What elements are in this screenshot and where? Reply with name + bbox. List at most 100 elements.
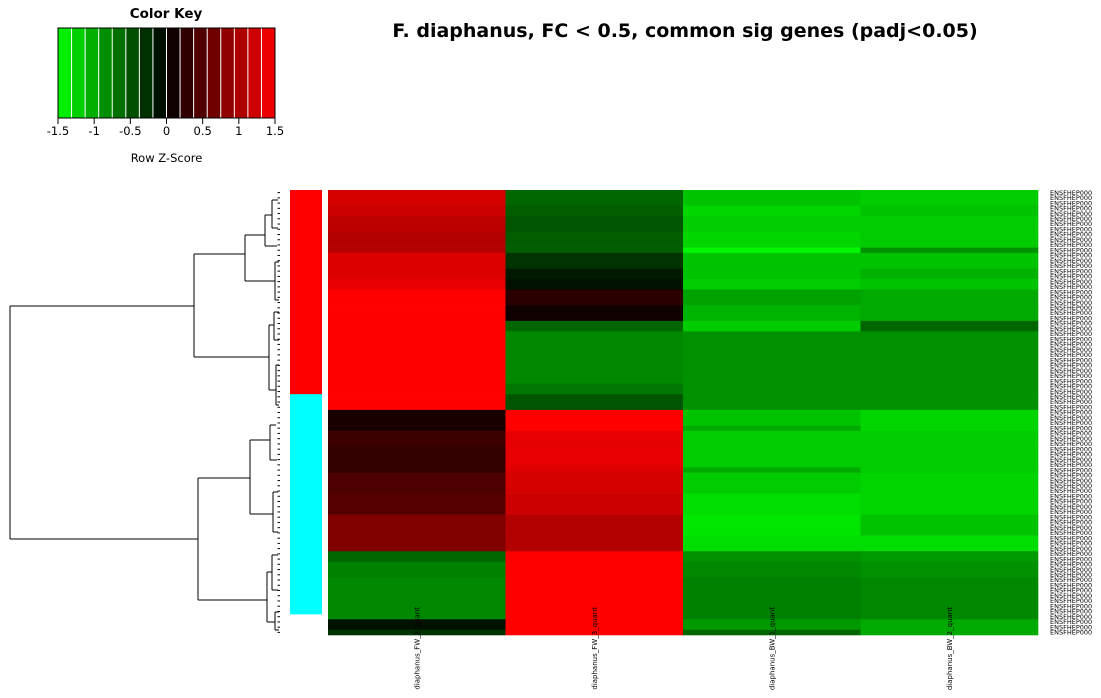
row-label: ENSFHEP000 xyxy=(1050,341,1092,349)
heatmap-cell xyxy=(328,535,506,552)
heatmap-cell xyxy=(505,430,684,447)
heatmap-cell xyxy=(683,535,861,552)
row-label: ENSFHEP000 xyxy=(1050,388,1092,396)
heatmap-cell xyxy=(860,289,1039,306)
heatmap-cell xyxy=(683,205,861,217)
row-label: ENSFHEP000 xyxy=(1050,550,1092,558)
row-label: ENSFHEP000 xyxy=(1050,608,1092,616)
row-label: ENSFHEP000 xyxy=(1050,351,1092,359)
row-label: ENSFHEP000 xyxy=(1050,252,1092,260)
heatmap-cell xyxy=(683,320,861,332)
row-label: ENSFHEP000 xyxy=(1050,466,1092,474)
heatmap-cell xyxy=(505,425,684,432)
row-label: ENSFHEP000 xyxy=(1050,231,1092,239)
heatmap-cell xyxy=(505,205,684,217)
color-key-tick-label: 0 xyxy=(163,124,170,138)
heatmap-cell xyxy=(860,425,1039,432)
heatmap-cell xyxy=(860,629,1039,636)
row-label: ENSFHEP000 xyxy=(1050,225,1092,233)
row-label: ENSFHEP000 xyxy=(1050,519,1092,527)
heatmap-cell xyxy=(328,446,506,468)
heatmap-cell xyxy=(683,252,861,269)
heatmap-cell xyxy=(505,577,684,620)
row-label: ENSFHEP000 xyxy=(1050,199,1092,207)
heatmap-cell xyxy=(505,561,684,578)
heatmap-cell xyxy=(505,268,684,280)
heatmap-cell xyxy=(860,331,1039,385)
color-key-bin xyxy=(180,28,194,118)
row-label: ENSFHEP000 xyxy=(1050,246,1092,254)
color-key-bin xyxy=(71,28,86,118)
color-key-bin xyxy=(112,28,127,118)
row-label: ENSFHEP000 xyxy=(1050,492,1092,500)
row-label: ENSFHEP000 xyxy=(1050,325,1092,333)
heatmap-cell xyxy=(328,190,506,207)
heatmap-cell xyxy=(328,252,506,269)
heatmap-cell xyxy=(683,383,861,395)
heatmap-cell xyxy=(505,252,684,269)
heatmap-cell xyxy=(328,279,506,290)
row-label: ENSFHEP000 xyxy=(1050,194,1092,202)
row-label: ENSFHEP000 xyxy=(1050,236,1092,244)
heatmap-cell xyxy=(328,394,506,411)
color-key-tick-label: -1 xyxy=(88,124,99,138)
row-label: ENSFHEP000 xyxy=(1050,623,1092,631)
color-key-bin xyxy=(193,28,208,118)
row-label: ENSFHEP000 xyxy=(1050,561,1092,569)
heatmap-cell xyxy=(328,205,506,217)
row-label: ENSFHEP000 xyxy=(1050,435,1092,443)
heatmap-cell xyxy=(683,629,861,636)
heatmap-cell xyxy=(328,268,506,280)
heatmap-cell xyxy=(328,551,506,563)
heatmap-cell xyxy=(860,205,1039,217)
row-label: ENSFHEP000 xyxy=(1050,346,1092,354)
heatmap-cell xyxy=(683,409,861,426)
row-label: ENSFHEP000 xyxy=(1050,393,1092,401)
row-label: ENSFHEP000 xyxy=(1050,524,1092,532)
heatmap-cell xyxy=(860,320,1039,332)
color-key-bin xyxy=(139,28,154,118)
row-label: ENSFHEP000 xyxy=(1050,367,1092,375)
heatmap-cell xyxy=(328,430,506,447)
heatmap-cell xyxy=(683,551,861,563)
row-label: ENSFHEP000 xyxy=(1050,356,1092,364)
row-label: ENSFHEP000 xyxy=(1050,571,1092,579)
row-group-color-bar xyxy=(290,190,322,395)
heatmap-cell xyxy=(328,216,506,233)
heatmap-cell xyxy=(683,577,861,620)
heatmap-cell xyxy=(328,320,506,332)
heatmap-cell xyxy=(860,268,1039,280)
heatmap-cell xyxy=(328,514,506,536)
heatmap-cell xyxy=(860,472,1039,494)
heatmap-cell xyxy=(505,279,684,290)
row-label: ENSFHEP000 xyxy=(1050,592,1092,600)
heatmap-cell xyxy=(683,472,861,494)
heatmap-cell xyxy=(683,231,861,248)
heatmap-cell xyxy=(683,331,861,385)
heatmap-cell xyxy=(328,577,506,620)
heatmap-cell xyxy=(860,514,1039,536)
row-label: ENSFHEP000 xyxy=(1050,278,1092,286)
heatmap-cell xyxy=(505,472,684,494)
heatmap-cell xyxy=(505,289,684,306)
column-label: diaphanus_FW_2_quant xyxy=(413,607,421,690)
row-label: ENSFHEP000 xyxy=(1050,587,1092,595)
heatmap-cell xyxy=(860,279,1039,290)
row-group-color-bar xyxy=(290,394,322,615)
row-label: ENSFHEP000 xyxy=(1050,451,1092,459)
row-label: ENSFHEP000 xyxy=(1050,424,1092,432)
heatmap-cell xyxy=(683,561,861,578)
row-label: ENSFHEP000 xyxy=(1050,215,1092,223)
heatmap-cell xyxy=(860,551,1039,563)
row-label: ENSFHEP000 xyxy=(1050,498,1092,506)
row-label: ENSFHEP000 xyxy=(1050,461,1092,469)
row-label: ENSFHEP000 xyxy=(1050,576,1092,584)
column-label: diaphanus_BW_2_quant xyxy=(946,607,954,690)
heatmap-cell xyxy=(860,231,1039,248)
row-label: ENSFHEP000 xyxy=(1050,314,1092,322)
row-label: ENSFHEP000 xyxy=(1050,257,1092,265)
heatmap-cell xyxy=(505,467,684,474)
row-label: ENSFHEP000 xyxy=(1050,566,1092,574)
